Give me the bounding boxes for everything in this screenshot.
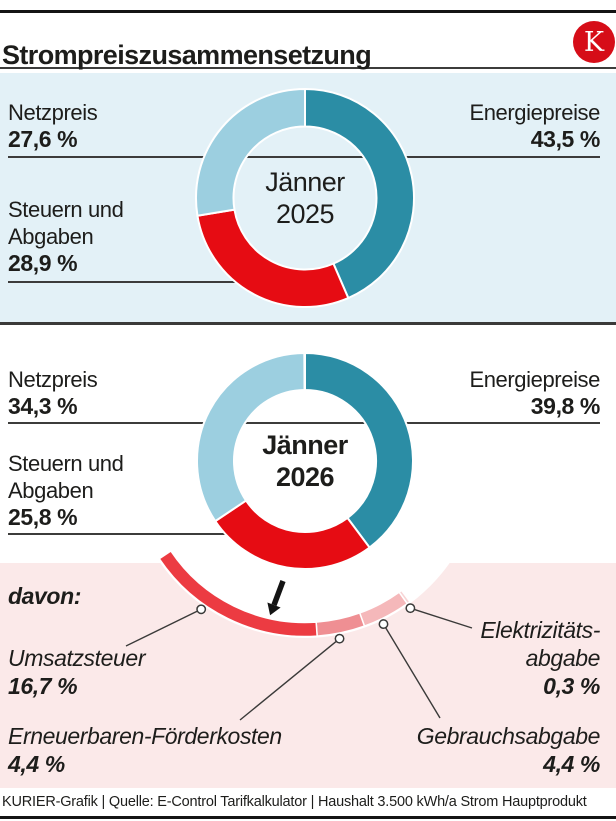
top-border (0, 10, 616, 13)
label-value: 27,6 % (8, 126, 78, 152)
label-value: 4,4 % (543, 751, 600, 777)
label-text: Gebrauchsabgabe (416, 723, 601, 749)
label-2026-netzpreis: Netzpreis 34,3 % (8, 366, 98, 420)
label-elektrizitaetsabgabe: Elektrizitäts- abgabe 0,3 % (480, 616, 600, 700)
label-text: Umsatzsteuer (8, 645, 146, 671)
label-2026-energiepreise: Energiepreise 39,8 % (469, 366, 600, 420)
leader-rule (8, 422, 600, 424)
bottom-border (0, 816, 616, 819)
label-erneuerbaren: Erneuerbaren-Förderkosten 4,4 % (8, 722, 282, 778)
label-2025-steuern: Steuern und Abgaben 28,9 % (8, 196, 124, 277)
label-text: Erneuerbaren-Förderkosten (8, 723, 282, 749)
label-value: 0,3 % (543, 673, 600, 699)
label-value: 25,8 % (8, 504, 78, 530)
label-value: 28,9 % (8, 250, 78, 276)
title-divider (0, 67, 616, 69)
leader-rule (8, 533, 240, 535)
label-text: Abgaben (8, 478, 94, 503)
label-value: 43,5 % (530, 126, 601, 152)
label-text: Abgaben (8, 224, 94, 249)
label-text: Netzpreis (8, 367, 98, 392)
label-text: Steuern und (8, 197, 124, 222)
label-2026-steuern: Steuern und Abgaben 25,8 % (8, 450, 124, 531)
chart-backdrop-disc (128, 563, 482, 638)
label-text: Elektrizitäts- (480, 617, 600, 643)
label-text: abgabe (525, 645, 601, 671)
davon-label: davon: (8, 583, 81, 609)
donut-2025-center-label: Jänner 2025 (265, 167, 345, 229)
label-value: 39,8 % (530, 393, 601, 419)
label-umsatzsteuer: Umsatzsteuer 16,7 % (8, 644, 145, 700)
label-value: 4,4 % (8, 751, 65, 777)
donut-2026-center-label: Jänner 2026 (262, 430, 348, 492)
leader-rule (8, 281, 290, 283)
label-text: Netzpreis (8, 100, 98, 125)
source-credit: KURIER-Grafik | Quelle: E-Control Tarifk… (2, 794, 587, 810)
label-text: Energiepreise (469, 367, 600, 392)
leader-rule (8, 156, 600, 158)
label-value: 34,3 % (8, 393, 78, 419)
label-value: 16,7 % (8, 673, 78, 699)
page-title: Strompreiszusammensetzung (2, 40, 372, 71)
label-2025-netzpreis: Netzpreis 27,6 % (8, 99, 98, 153)
label-2025-energiepreise: Energiepreise 43,5 % (469, 99, 600, 153)
label-gebrauchsabgabe: Gebrauchsabgabe 4,4 % (416, 722, 601, 778)
kurier-logo-letter: K (583, 26, 605, 58)
label-text: Steuern und (8, 451, 124, 476)
label-text: Energiepreise (469, 100, 600, 125)
kurier-logo: K (573, 21, 615, 63)
